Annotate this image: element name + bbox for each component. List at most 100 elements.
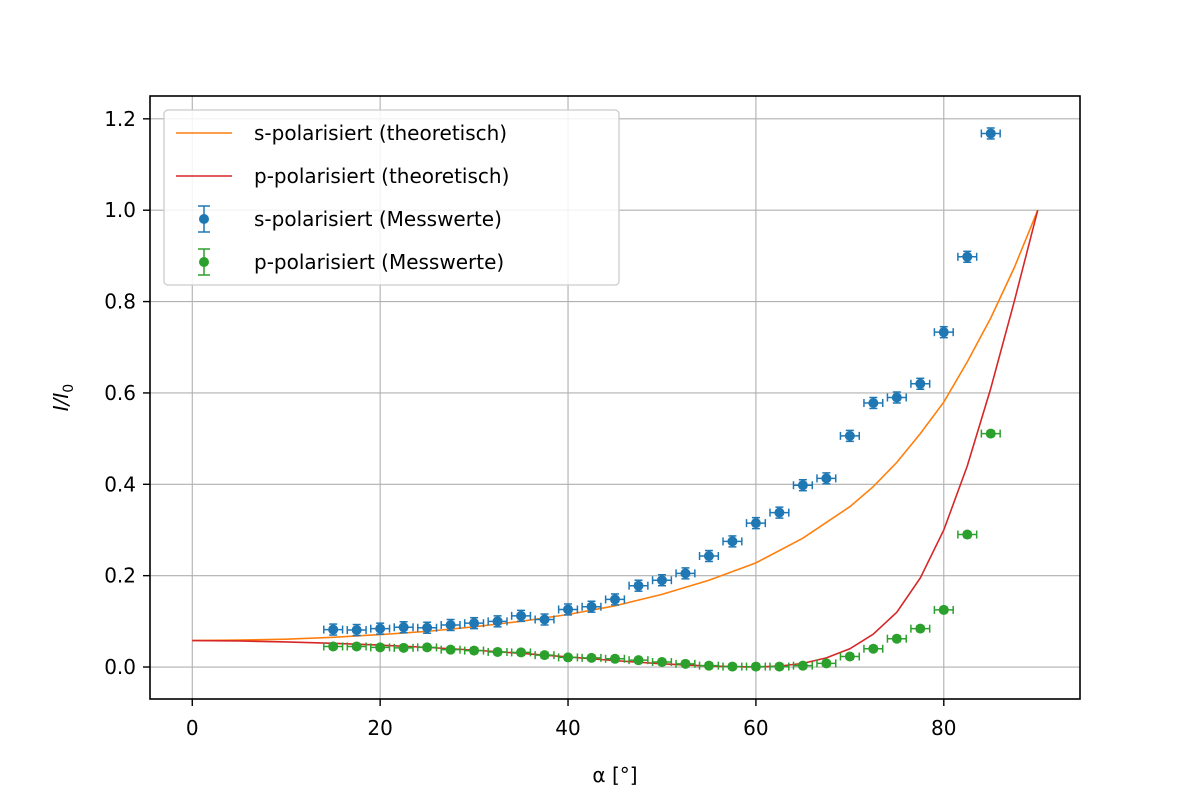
data-point	[769, 661, 790, 672]
data-point	[792, 478, 814, 492]
data-point	[534, 613, 555, 626]
data-marker	[563, 652, 574, 663]
data-point	[933, 604, 954, 615]
data-marker	[774, 661, 785, 672]
data-point	[510, 647, 532, 658]
data-point	[863, 643, 884, 654]
data-marker	[938, 327, 949, 338]
series-line	[192, 209, 1039, 642]
data-point	[933, 325, 954, 339]
data-point	[957, 250, 978, 264]
data-marker	[844, 651, 855, 662]
data-marker	[868, 643, 879, 654]
data-marker	[422, 622, 433, 633]
data-point	[839, 429, 860, 443]
x-tick-label: 0	[186, 716, 199, 740]
data-point	[886, 391, 907, 404]
data-point	[745, 516, 767, 530]
data-point	[323, 641, 344, 652]
data-marker	[797, 480, 808, 491]
data-point	[980, 428, 1001, 439]
legend-label: p-polarisiert (Messwerte)	[254, 250, 504, 274]
y-tick-label: 1.0	[104, 198, 136, 222]
data-marker	[656, 575, 667, 586]
data-marker	[469, 618, 480, 629]
data-point	[557, 603, 579, 616]
x-tick-label: 80	[931, 716, 956, 740]
data-point	[581, 600, 602, 613]
data-point	[863, 396, 884, 410]
y-axis-label-main: I/I	[49, 393, 73, 412]
data-marker	[351, 625, 362, 636]
data-point	[346, 641, 367, 652]
x-axis-label: α [°]	[592, 763, 637, 787]
data-marker	[633, 580, 644, 591]
data-point	[839, 651, 860, 662]
data-marker	[469, 645, 480, 656]
data-marker	[938, 604, 949, 615]
data-point	[463, 645, 485, 656]
data-point	[370, 622, 391, 635]
data-marker	[328, 624, 339, 635]
data-marker	[985, 128, 996, 139]
data-marker	[328, 641, 339, 652]
data-marker	[492, 646, 503, 657]
data-marker	[703, 660, 714, 671]
data-point	[581, 652, 602, 663]
data-marker	[844, 430, 855, 441]
data-marker	[633, 655, 644, 666]
data-marker	[891, 392, 902, 403]
legend-box	[163, 109, 620, 286]
data-marker	[962, 251, 973, 262]
data-marker	[375, 623, 386, 634]
data-point	[323, 623, 344, 636]
x-tick-label: 60	[743, 716, 768, 740]
y-tick-label: 0.2	[104, 564, 136, 588]
data-point	[628, 655, 649, 666]
data-point	[463, 616, 485, 630]
data-point	[957, 529, 978, 540]
y-tick-label: 1.2	[104, 107, 136, 131]
data-marker	[539, 650, 550, 661]
data-marker	[821, 473, 832, 484]
data-point	[651, 656, 673, 667]
data-point	[675, 567, 696, 580]
data-point	[910, 377, 931, 391]
data-marker	[868, 397, 879, 408]
x-axis-ticks: 0 20 40 60 80	[186, 699, 957, 740]
data-marker	[821, 658, 832, 669]
data-marker	[985, 428, 996, 439]
data-point	[370, 642, 391, 653]
legend: s-polarisiert (theoretisch) p-polarisiert…	[163, 109, 620, 286]
data-marker	[398, 642, 409, 653]
measurement-points	[323, 127, 1001, 672]
y-tick-label: 0.4	[104, 472, 136, 496]
data-point	[910, 623, 931, 634]
x-tick-label: 40	[555, 716, 580, 740]
data-point	[440, 644, 461, 655]
data-point	[722, 661, 743, 672]
legend-label: s-polarisiert (Messwerte)	[254, 207, 502, 231]
data-marker	[680, 568, 691, 579]
data-marker	[445, 644, 456, 655]
data-marker	[797, 660, 808, 671]
data-marker	[915, 623, 926, 634]
data-point	[487, 615, 508, 628]
y-axis-label-sub: 0	[61, 384, 77, 393]
data-point	[816, 658, 837, 669]
data-marker	[398, 622, 409, 633]
data-marker	[962, 529, 973, 540]
data-marker	[586, 652, 597, 663]
data-marker	[750, 518, 761, 529]
y-axis-label: I/I0	[49, 384, 77, 411]
plot-frame	[149, 95, 1081, 700]
data-point	[604, 593, 626, 606]
data-marker	[516, 647, 527, 658]
data-point	[816, 472, 837, 485]
data-marker	[610, 594, 620, 605]
data-marker	[680, 658, 691, 669]
legend-label: s-polarisiert (theoretisch)	[254, 121, 507, 145]
data-point	[675, 658, 696, 669]
data-point	[393, 642, 414, 653]
